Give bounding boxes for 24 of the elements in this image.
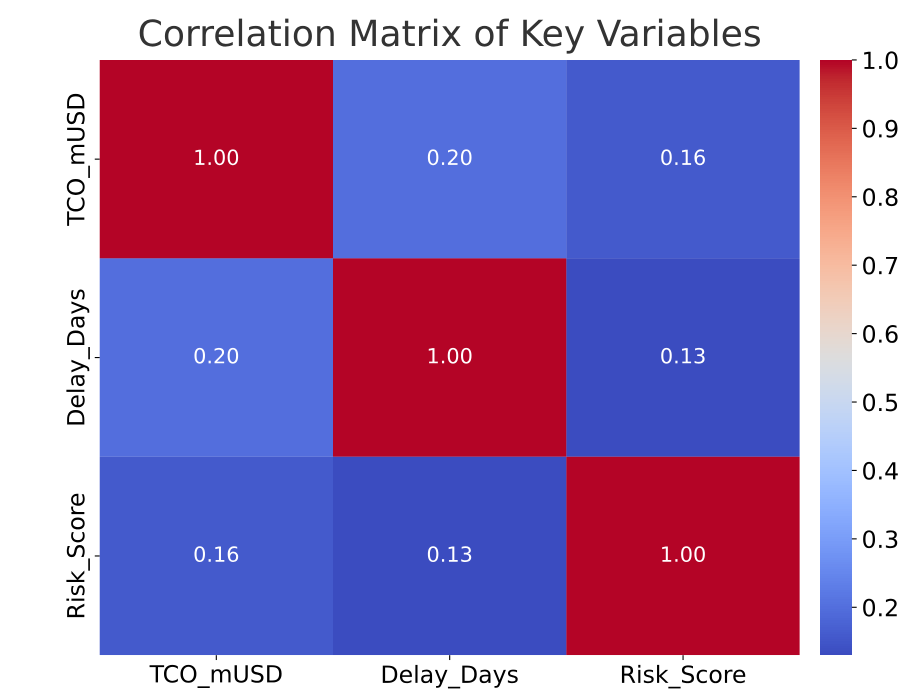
data-label: 1.00: [195, 149, 238, 166]
color-bar-label: 0.3: [863, 530, 898, 548]
data-label: 0.13: [428, 546, 472, 562]
color-bar-label: 0.8: [863, 188, 898, 206]
data-label: 1.00: [662, 546, 705, 562]
color-bar-label: 0.9: [863, 120, 898, 138]
data-label: 0.20: [428, 149, 472, 166]
color-bar-label: 0.4: [863, 462, 898, 480]
color-bar-label: 0.2: [863, 598, 897, 617]
x-tick-label: Delay_Days: [382, 664, 518, 688]
data-label: 0.13: [661, 348, 705, 364]
y-tick-label: Delay_Days: [66, 289, 90, 424]
color-bar-label: 1.0: [864, 51, 898, 70]
color-bar-label: 0.7: [863, 256, 898, 275]
data-label: 0.16: [194, 546, 238, 562]
x-tick-label: TCO_mUSD: [150, 664, 282, 688]
data-label: 0.16: [661, 149, 705, 166]
color-bar-label: 0.6: [863, 325, 898, 343]
y-tick-label: TCO_mUSD: [66, 94, 90, 226]
color-bar-label: 0.5: [863, 393, 898, 412]
data-label: 1.00: [428, 348, 472, 364]
x-tick-label: Risk_Score: [622, 664, 746, 688]
data-label: 0.20: [194, 348, 238, 364]
chart-title: Correlation Matrix of Key Variables: [140, 18, 760, 54]
